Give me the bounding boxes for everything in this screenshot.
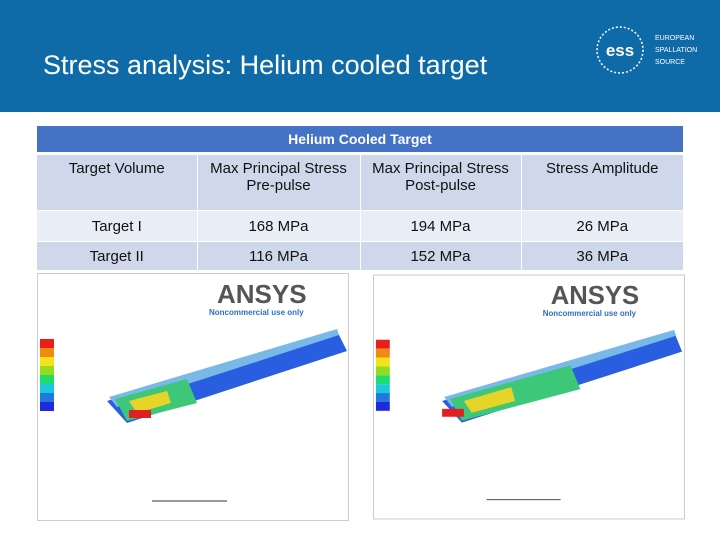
ess-logo: ess EUROPEAN SPALLATION SOURCE [596,26,697,74]
legend-bar [375,339,390,411]
max-tag [129,410,151,418]
watermark: Noncommercial use only [209,308,304,317]
table-cell: 26 MPa [520,210,683,242]
logo-ring [596,26,644,74]
ansys-screenshot: ANSYS Noncommercial use only [373,274,685,520]
table-cell: 152 MPa [359,241,521,270]
legend-bar [40,339,54,411]
table-cell: 168 MPa [196,210,360,242]
stress-zone [463,387,516,413]
logo-text: SPALLATION [655,47,697,54]
watermark: Noncommercial use only [543,309,637,318]
table-cell: 194 MPa [359,210,521,242]
brand: ANSYS [551,282,639,310]
max-tag [442,408,464,417]
table-cell: Target II [37,241,197,270]
logo-text: EUROPEAN [655,35,694,42]
table-cell: 36 MPa [520,241,683,270]
stress-table: Helium Cooled Target Target Volume Max P… [37,126,683,270]
column-header: Stress Amplitude [520,153,683,211]
brand: ANSYS [217,279,307,309]
table-cell: Target I [37,210,197,242]
logo-mark: ess [606,41,634,60]
column-header: Max Principal Stress Pre-pulse [196,153,360,211]
logo-text: SOURCE [655,59,685,66]
header-band [0,0,720,112]
ansys-screenshot: ANSYS Noncommercial use only [37,273,349,521]
column-header: Target Volume [37,153,197,211]
stress-zone [129,391,171,413]
table-cell: 116 MPa [196,241,360,270]
table-title: Helium Cooled Target [37,126,683,155]
column-header: Max Principal Stress Post-pulse [359,153,521,211]
slide-title: Stress analysis: Helium cooled target [43,50,488,80]
